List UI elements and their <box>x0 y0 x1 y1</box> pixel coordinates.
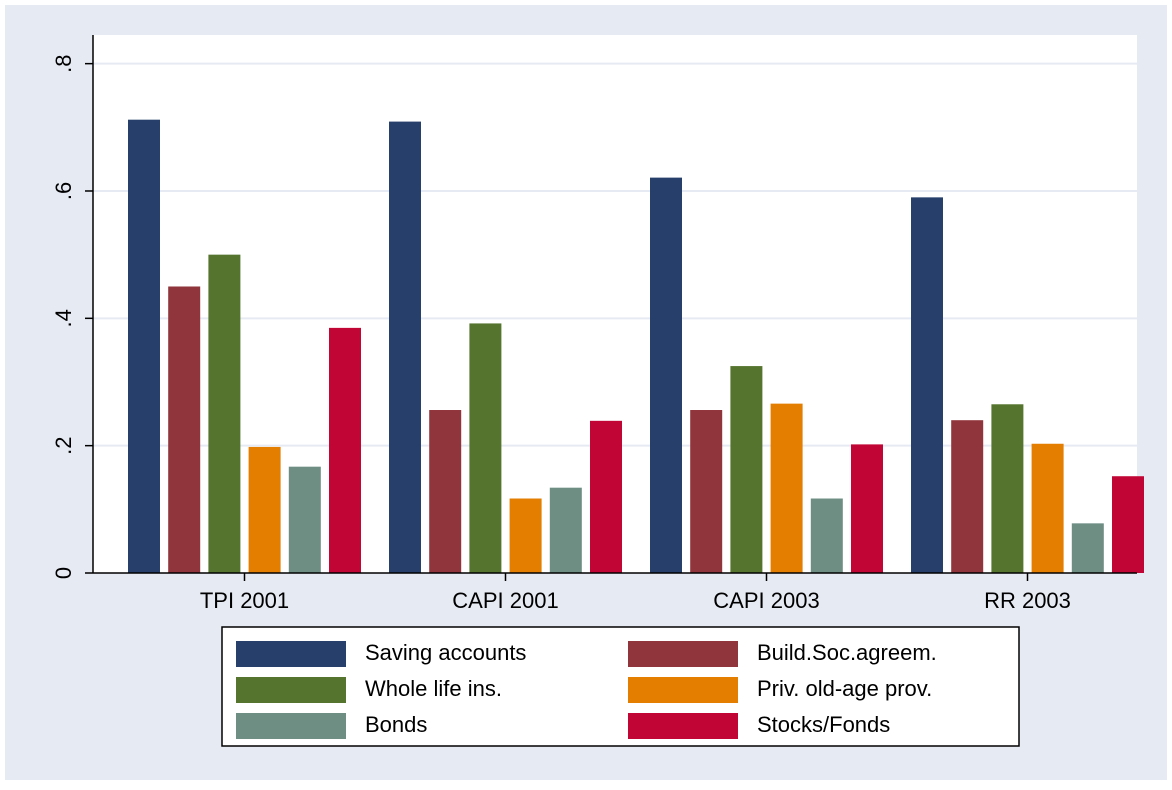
bar <box>1071 523 1104 573</box>
legend-label: Build.Soc.agreem. <box>757 640 937 665</box>
bar <box>911 197 943 573</box>
bar <box>168 286 201 573</box>
bar <box>248 446 281 573</box>
bar <box>389 121 421 573</box>
bar <box>650 177 682 574</box>
legend-swatch <box>628 677 738 703</box>
bar <box>288 466 321 573</box>
bar <box>128 119 160 573</box>
bar <box>429 410 462 573</box>
bar <box>730 366 763 573</box>
bar <box>690 410 723 573</box>
bar <box>1112 476 1144 573</box>
x-tick-label: CAPI 2003 <box>713 588 819 613</box>
legend-swatch <box>628 641 738 667</box>
y-tick-label: .2 <box>51 436 76 454</box>
bar <box>770 403 803 573</box>
bar <box>469 323 502 573</box>
x-tick-label: TPI 2001 <box>200 588 289 613</box>
bar <box>991 404 1024 573</box>
bar <box>208 254 241 573</box>
y-tick-label: .6 <box>51 182 76 200</box>
bar <box>509 498 542 573</box>
bar <box>810 498 843 573</box>
y-tick-label: 0 <box>51 567 76 579</box>
legend-label: Bonds <box>365 712 427 737</box>
legend-label: Priv. old-age prov. <box>757 676 932 701</box>
bar <box>951 420 984 573</box>
x-tick-label: CAPI 2001 <box>452 588 558 613</box>
y-tick-label: .8 <box>51 54 76 72</box>
bar <box>590 420 622 573</box>
legend-swatch <box>236 677 346 703</box>
legend-label: Saving accounts <box>365 640 526 665</box>
legend-swatch <box>236 713 346 739</box>
legend <box>221 626 1020 747</box>
bar <box>1031 443 1064 573</box>
legend-label: Stocks/Fonds <box>757 712 890 737</box>
bar <box>549 487 582 573</box>
legend-swatch <box>628 713 738 739</box>
legend-swatch <box>236 641 346 667</box>
y-tick-label: .4 <box>51 309 76 327</box>
bar <box>851 444 883 573</box>
legend-label: Whole life ins. <box>365 676 502 701</box>
bar <box>329 327 361 573</box>
x-tick-label: RR 2003 <box>984 588 1071 613</box>
